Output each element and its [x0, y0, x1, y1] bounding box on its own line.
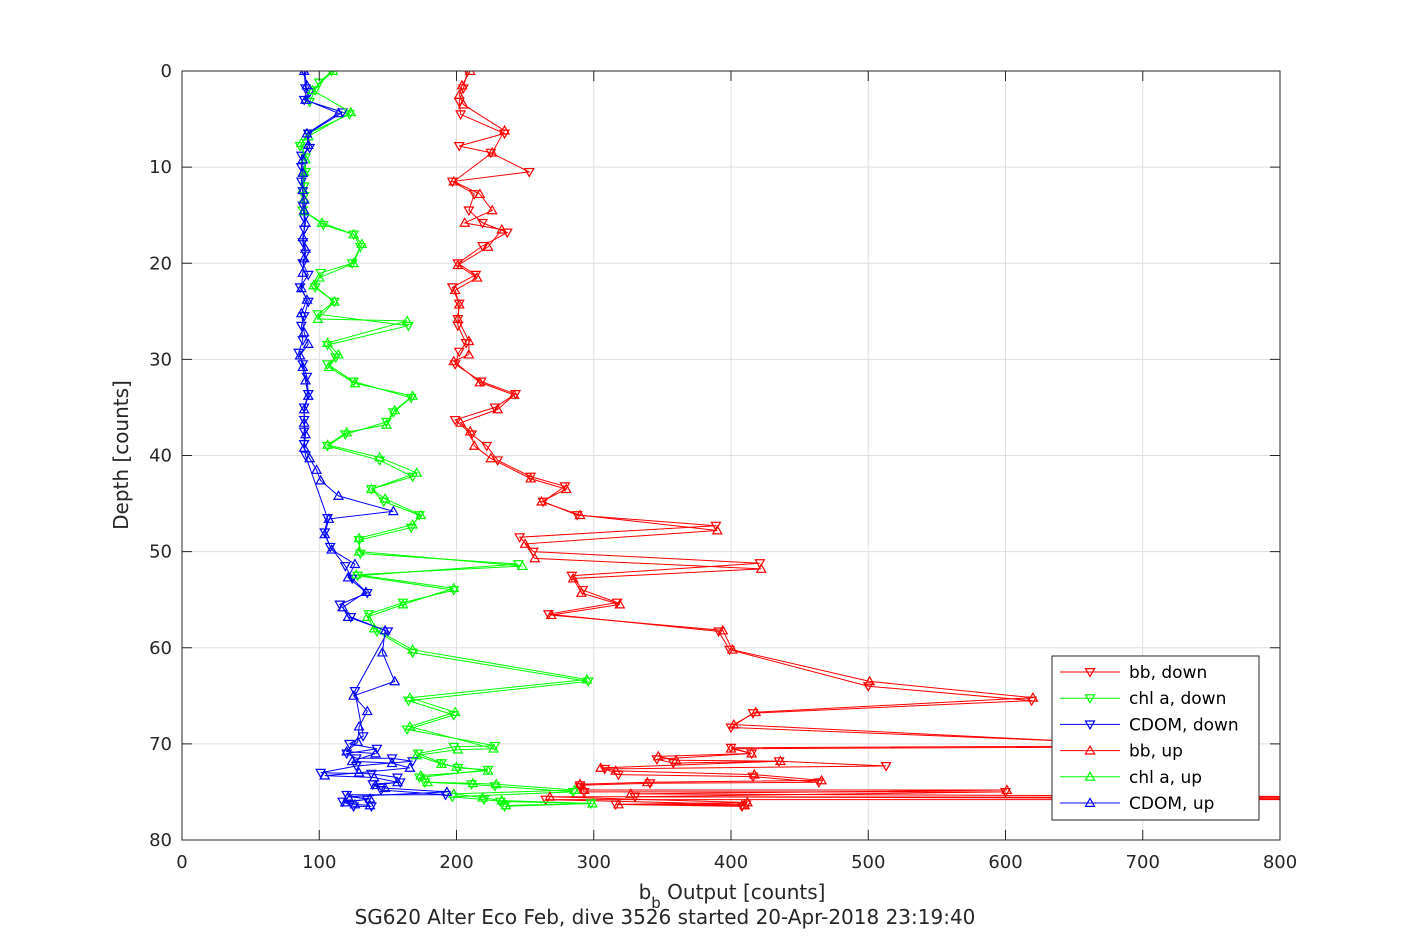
legend-label-bb-up: bb, up — [1129, 742, 1183, 762]
y-tick-label: 50 — [149, 542, 172, 563]
legend-label-chl-a-up: chl a, up — [1129, 768, 1202, 788]
y-tick-label: 60 — [149, 638, 172, 659]
x-tick-label: 700 — [1126, 852, 1160, 873]
legend-label-cdom-down: CDOM, down — [1129, 715, 1239, 735]
y-tick-label: 20 — [149, 253, 172, 274]
x-tick-label: 200 — [439, 852, 473, 873]
figure-caption: SG620 Alter Eco Feb, dive 3526 started 2… — [355, 905, 976, 929]
y-tick-label: 40 — [149, 446, 172, 467]
x-tick-label: 100 — [302, 852, 336, 873]
x-tick-label: 0 — [176, 852, 187, 873]
y-tick-label: 30 — [149, 349, 172, 370]
y-axis-label: Depth [counts] — [109, 380, 133, 530]
x-tick-label: 500 — [851, 852, 885, 873]
legend-label-chl-a-down: chl a, down — [1129, 689, 1226, 709]
y-tick-label: 10 — [149, 157, 172, 178]
legend-label-cdom-up: CDOM, up — [1129, 794, 1214, 814]
y-tick-label: 80 — [149, 830, 172, 851]
x-tick-label: 800 — [1263, 852, 1297, 873]
x-tick-label: 400 — [714, 852, 748, 873]
x-tick-label: 300 — [577, 852, 611, 873]
x-axis-label-rest: Output [counts] — [661, 880, 826, 904]
x-axis-label-main: b — [639, 880, 652, 904]
y-tick-label: 0 — [161, 61, 172, 82]
legend: bb, down chl a, down CDOM, down bb, up chl a… — [1052, 656, 1259, 820]
x-tick-label: 600 — [988, 852, 1022, 873]
y-tick-label: 70 — [149, 734, 172, 755]
legend-label-bb-down: bb, down — [1129, 663, 1207, 683]
